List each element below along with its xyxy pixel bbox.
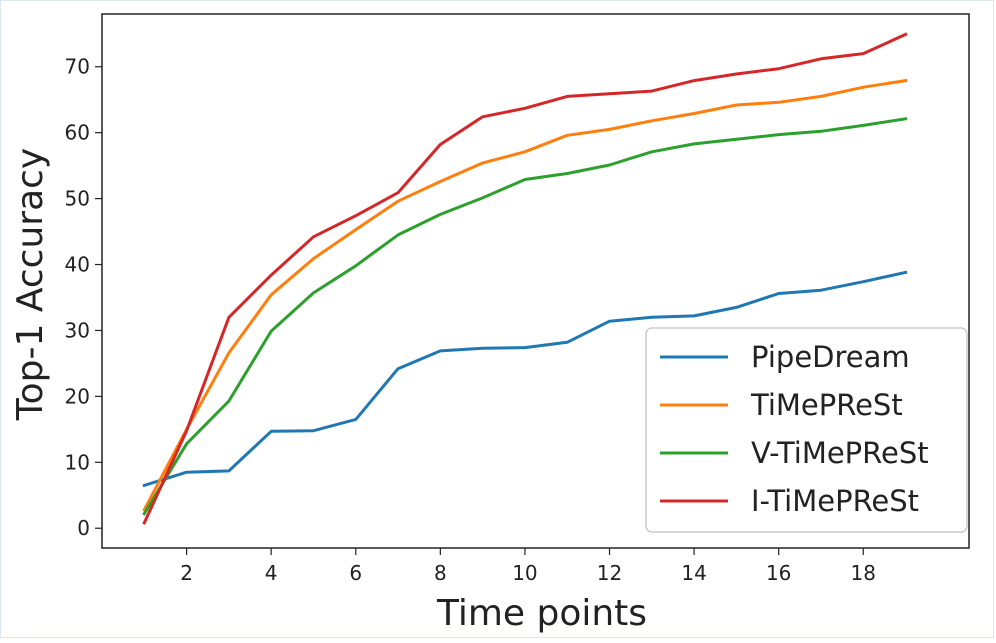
y-tick-label: 60 xyxy=(65,121,90,145)
legend-box xyxy=(645,327,968,533)
series-layer xyxy=(142,32,908,525)
x-tick-label: 6 xyxy=(349,561,362,585)
legend-label-timeprest: TiMePReSt xyxy=(750,388,903,422)
legend: PipeDream TiMePReSt V-TiMePReSt I-TiMePReSt xyxy=(645,327,968,533)
x-tick-label: 4 xyxy=(265,561,278,585)
x-tick-label: 14 xyxy=(681,561,706,585)
y-tick-label: 30 xyxy=(65,318,90,342)
series-line-timeprest xyxy=(142,78,908,512)
x-tick-label: 2 xyxy=(180,561,193,585)
plot-area-frame xyxy=(101,13,970,549)
y-tick-label: 20 xyxy=(65,384,90,408)
x-tick-label: 18 xyxy=(851,561,876,585)
legend-label-pipedream: PipeDream xyxy=(751,340,910,374)
x-tick-label: 12 xyxy=(597,561,622,585)
legend-label-i-timeprest: I-TiMePReSt xyxy=(751,484,919,518)
y-tick-layer: 0 10 20 30 40 50 60 70 xyxy=(65,55,102,540)
y-tick-label: 10 xyxy=(65,450,90,474)
y-tick-label: 70 xyxy=(65,55,90,79)
series-line-i-timeprest xyxy=(142,32,908,525)
x-tick-layer: 2 4 6 8 10 12 14 16 18 xyxy=(180,548,876,585)
x-tick-label: 10 xyxy=(512,561,537,585)
series-line-v-timeprest xyxy=(142,117,908,516)
y-axis-label: Top-1 Accuracy xyxy=(10,148,51,421)
series-line-pipedream xyxy=(142,270,908,488)
x-axis-label: Time points xyxy=(436,593,647,634)
y-tick-label: 50 xyxy=(65,187,90,211)
y-tick-label: 40 xyxy=(65,253,90,277)
x-tick-label: 16 xyxy=(766,561,791,585)
y-tick-label: 0 xyxy=(77,516,90,540)
x-tick-label: 8 xyxy=(434,561,447,585)
legend-label-v-timeprest: V-TiMePReSt xyxy=(751,436,929,470)
